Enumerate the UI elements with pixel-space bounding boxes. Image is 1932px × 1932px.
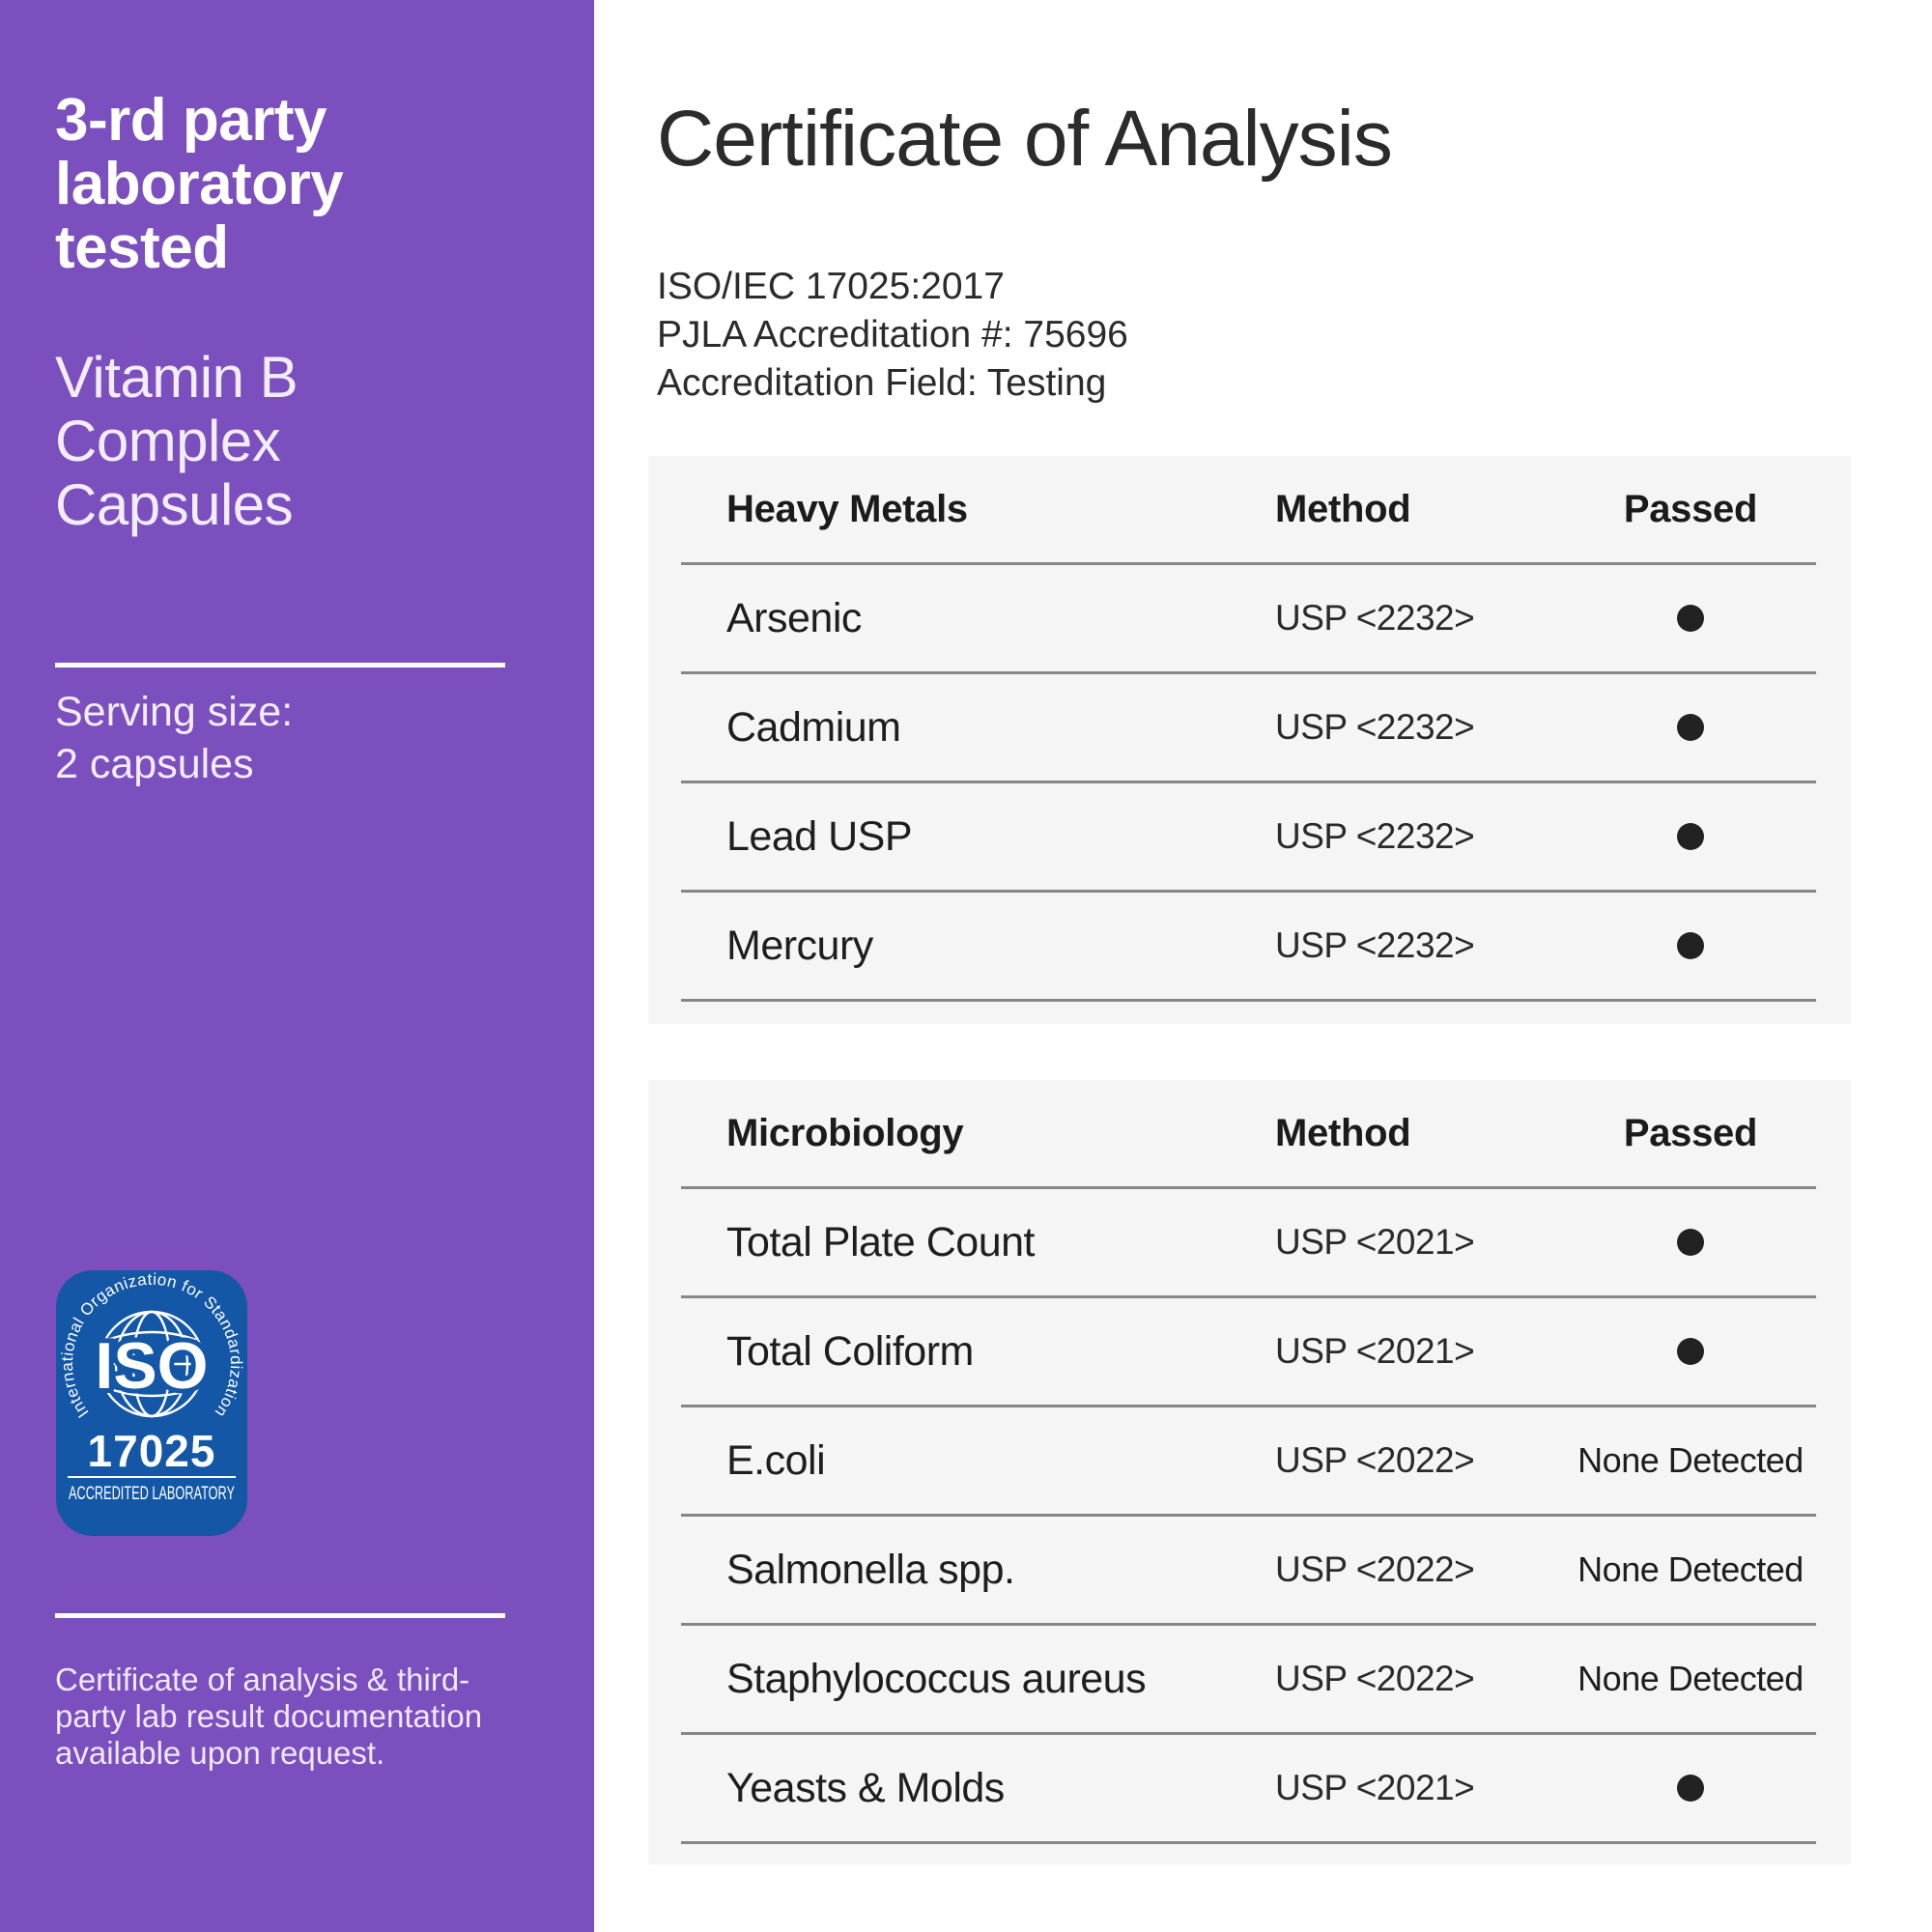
analyte-name: Mercury bbox=[726, 922, 873, 969]
passed-dot-icon bbox=[1677, 1229, 1704, 1256]
accreditation-standard: ISO/IEC 17025:2017 bbox=[657, 266, 1005, 307]
serving-size-label: Serving size: bbox=[55, 689, 294, 735]
method-column-header: Method bbox=[1275, 487, 1411, 530]
passed-indicator bbox=[1546, 1189, 1835, 1295]
table-row: Cadmium USP <2232> bbox=[681, 674, 1816, 783]
analyte-name: Yeasts & Molds bbox=[726, 1764, 1005, 1811]
badge-caption: ACCREDITED LABORATORY bbox=[69, 1484, 235, 1504]
passed-dot-icon bbox=[1677, 714, 1704, 741]
passed-value: None Detected bbox=[1577, 1440, 1804, 1480]
table-body: Total Plate Count USP <2021> Total Colifor… bbox=[648, 1189, 1851, 1844]
method-value: USP <2232> bbox=[1275, 816, 1475, 856]
accreditation-info: ISO/IEC 17025:2017 PJLA Accreditation #:… bbox=[657, 263, 1128, 408]
purple-sidebar: 3-rd party laboratory tested Vitamin B C… bbox=[0, 0, 594, 1932]
method-value: USP <2021> bbox=[1275, 1768, 1475, 1807]
analyte-name: Arsenic bbox=[726, 594, 862, 641]
method-value: USP <2022> bbox=[1275, 1659, 1475, 1698]
method-value: USP <2021> bbox=[1275, 1331, 1475, 1371]
analyte-name: Salmonella spp. bbox=[726, 1546, 1015, 1593]
passed-dot-icon bbox=[1677, 1338, 1704, 1365]
availability-note: Certificate of analysis & third-party la… bbox=[55, 1662, 483, 1771]
table-row: Staphylococcus aureus USP <2022> None Dete… bbox=[681, 1626, 1816, 1735]
passed-dot-icon bbox=[1677, 932, 1704, 959]
page-title: Certificate of Analysis bbox=[657, 95, 1393, 183]
category-column-header: Microbiology bbox=[726, 1111, 964, 1154]
table-body: Arsenic USP <2232> Cadmium USP <2232> Lead U… bbox=[648, 565, 1851, 1002]
passed-column-header: Passed bbox=[1623, 487, 1758, 530]
badge-number: 17025 bbox=[88, 1426, 216, 1476]
serving-size: Serving size: 2 capsules bbox=[55, 686, 519, 790]
analyte-name: Cadmium bbox=[726, 703, 901, 751]
accreditation-field: Accreditation Field: Testing bbox=[657, 362, 1107, 404]
passed-indicator bbox=[1546, 783, 1835, 890]
passed-value: None Detected bbox=[1577, 1549, 1804, 1589]
sidebar-divider-bottom bbox=[55, 1613, 505, 1618]
table-row: E.coli USP <2022> None Detected bbox=[681, 1407, 1816, 1517]
table-row: Salmonella spp. USP <2022> None Detected bbox=[681, 1517, 1816, 1626]
badge-background bbox=[56, 1270, 247, 1536]
table-row: Arsenic USP <2232> bbox=[681, 565, 1816, 674]
table-row: Total Coliform USP <2021> bbox=[681, 1298, 1816, 1407]
analyte-name: Lead USP bbox=[726, 812, 913, 860]
table-header-row: Heavy Metals Method Passed bbox=[681, 456, 1816, 565]
passed-indicator bbox=[1546, 674, 1835, 781]
category-column-header: Heavy Metals bbox=[726, 487, 968, 530]
table-row: Lead USP USP <2232> bbox=[681, 783, 1816, 893]
badge-iso-text: ISO bbox=[95, 1329, 208, 1403]
table-header-row: Microbiology Method Passed bbox=[681, 1080, 1816, 1189]
table-row: Mercury USP <2232> bbox=[681, 893, 1816, 1002]
analyte-name: E.coli bbox=[726, 1436, 826, 1484]
method-column-header: Method bbox=[1275, 1111, 1411, 1154]
passed-indicator bbox=[1546, 565, 1835, 671]
analyte-name: Total Plate Count bbox=[726, 1218, 1035, 1265]
passed-indicator bbox=[1546, 1298, 1835, 1405]
analyte-name: Total Coliform bbox=[726, 1327, 974, 1375]
passed-dot-icon bbox=[1677, 605, 1704, 632]
sidebar-divider-top bbox=[55, 663, 505, 668]
passed-dot-icon bbox=[1677, 823, 1704, 850]
table-row: Yeasts & Molds USP <2021> bbox=[681, 1735, 1816, 1844]
sidebar-heading: 3-rd party laboratory tested bbox=[55, 87, 344, 281]
passed-indicator bbox=[1546, 893, 1835, 999]
table-row: Total Plate Count USP <2021> bbox=[681, 1189, 1816, 1298]
serving-size-value: 2 capsules bbox=[55, 741, 254, 787]
method-value: USP <2022> bbox=[1275, 1549, 1475, 1589]
method-value: USP <2232> bbox=[1275, 598, 1475, 638]
iso-17025-badge: International Organization for Standardi… bbox=[56, 1270, 247, 1536]
method-value: USP <2232> bbox=[1275, 925, 1475, 965]
globe-icon bbox=[98, 1310, 206, 1418]
method-value: USP <2232> bbox=[1275, 707, 1475, 747]
passed-value: None Detected bbox=[1577, 1659, 1804, 1698]
microbiology-table: Microbiology Method Passed Total Plate C… bbox=[648, 1080, 1851, 1864]
product-name: Vitamin B Complex Capsules bbox=[55, 345, 298, 537]
analyte-name: Staphylococcus aureus bbox=[726, 1655, 1147, 1702]
accreditation-number: PJLA Accreditation #: 75696 bbox=[657, 314, 1128, 355]
passed-dot-icon bbox=[1677, 1775, 1704, 1802]
method-value: USP <2022> bbox=[1275, 1440, 1475, 1480]
passed-indicator bbox=[1546, 1735, 1835, 1841]
method-value: USP <2021> bbox=[1275, 1222, 1475, 1262]
passed-column-header: Passed bbox=[1623, 1111, 1758, 1154]
heavy-metals-table: Heavy Metals Method Passed Arsenic USP <2… bbox=[648, 456, 1851, 1024]
